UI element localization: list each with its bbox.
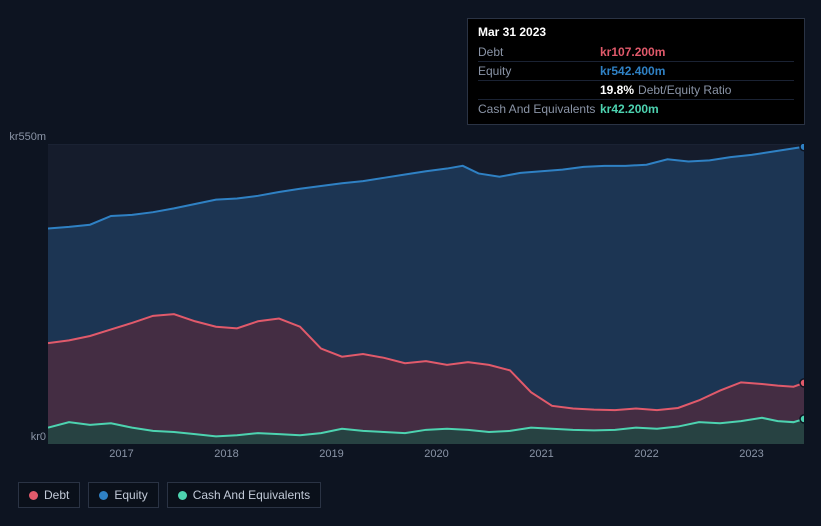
legend-item[interactable]: Debt: [18, 482, 80, 508]
tooltip-row: Cash And Equivalentskr42.200m: [478, 99, 794, 118]
tooltip-row-label: Debt: [478, 45, 600, 59]
area-chart-svg: [48, 144, 804, 444]
x-axis-tick-label: 2021: [529, 448, 553, 460]
tooltip-row-sublabel: Debt/Equity Ratio: [638, 83, 731, 97]
series-end-marker: [800, 415, 804, 423]
x-axis-tick-label: 2020: [424, 448, 448, 460]
chart-legend: Debt Equity Cash And Equivalents: [18, 482, 321, 508]
legend-dot-icon: [178, 491, 187, 500]
tooltip-rows: Debtkr107.200mEquitykr542.400m19.8%Debt/…: [478, 43, 794, 118]
x-axis-tick-label: 2023: [739, 448, 763, 460]
tooltip-row-value: kr107.200m: [600, 45, 665, 59]
tooltip-row: Debtkr107.200m: [478, 43, 794, 61]
chart-tooltip: Mar 31 2023 Debtkr107.200mEquitykr542.40…: [467, 18, 805, 125]
tooltip-row: 19.8% Debt/Equity Ratio: [478, 80, 794, 99]
x-axis-tick-label: 2018: [214, 448, 238, 460]
legend-dot-icon: [99, 491, 108, 500]
tooltip-row-label: [478, 83, 600, 97]
legend-label: Equity: [114, 488, 147, 502]
series-end-marker: [800, 144, 804, 151]
y-axis-tick-label: kr550m: [0, 131, 46, 143]
chart-area[interactable]: [48, 144, 804, 444]
legend-item[interactable]: Cash And Equivalents: [167, 482, 321, 508]
tooltip-row-label: Equity: [478, 64, 600, 78]
tooltip-row-label: Cash And Equivalents: [478, 102, 600, 116]
legend-label: Cash And Equivalents: [193, 488, 310, 502]
legend-dot-icon: [29, 491, 38, 500]
x-axis-tick-label: 2019: [319, 448, 343, 460]
tooltip-row-value: kr542.400m: [600, 64, 665, 78]
legend-label: Debt: [44, 488, 69, 502]
tooltip-date: Mar 31 2023: [478, 25, 794, 43]
legend-item[interactable]: Equity: [88, 482, 158, 508]
tooltip-row-value: kr42.200m: [600, 102, 659, 116]
tooltip-row-value: 19.8%: [600, 83, 634, 97]
y-axis-tick-label: kr0: [0, 431, 46, 443]
x-axis-tick-label: 2017: [109, 448, 133, 460]
x-axis-tick-label: 2022: [634, 448, 658, 460]
x-axis-labels: 2017 2018 2019 2020 2021 2022 2023: [48, 448, 804, 464]
tooltip-row: Equitykr542.400m: [478, 61, 794, 80]
series-end-marker: [800, 379, 804, 387]
